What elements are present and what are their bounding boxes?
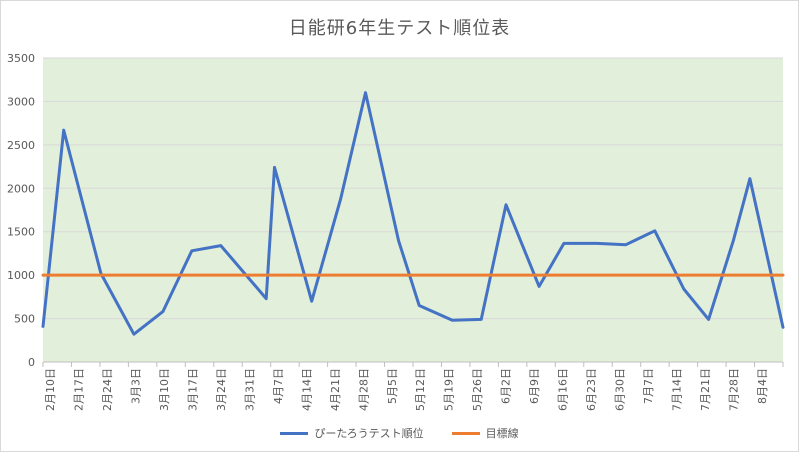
x-tick-label: 2月17日 (73, 368, 86, 411)
y-tick-label: 1000 (7, 269, 35, 282)
x-tick-label: 7月7日 (642, 368, 655, 404)
legend-swatch-series-2 (451, 431, 480, 435)
x-tick-label: 6月30日 (613, 368, 626, 411)
x-tick-label: 7月28日 (727, 368, 740, 411)
legend-label-series-1: ぴーたろうテスト順位 (314, 427, 424, 440)
x-tick-label: 6月23日 (585, 368, 598, 411)
x-tick-label: 6月9日 (528, 368, 541, 404)
legend-label-series-2: 目標線 (485, 427, 519, 440)
x-tick-label: 5月26日 (471, 368, 484, 411)
x-tick-label: 3月3日 (130, 368, 143, 404)
x-tick-label: 7月21日 (699, 368, 712, 411)
x-tick-label: 8月4日 (756, 368, 769, 404)
x-tick-label: 3月17日 (187, 368, 200, 411)
x-tick-label: 3月24日 (215, 368, 228, 411)
y-tick-label: 2500 (7, 139, 35, 152)
plot-area (43, 58, 783, 362)
y-tick-label: 1500 (7, 226, 35, 239)
x-tick-label: 4月28日 (357, 368, 370, 411)
y-tick-label: 2000 (7, 182, 35, 195)
series-line-1 (41, 91, 785, 336)
chart-title: 日能研6年生テスト順位表 (288, 18, 511, 39)
y-tick-label: 500 (14, 313, 35, 326)
legend-item-series-1: ぴーたろうテスト順位 (280, 425, 424, 441)
x-tick-label: 4月21日 (329, 368, 342, 411)
legend-item-series-2: 目標線 (451, 425, 519, 441)
x-tick-label: 4月14日 (300, 368, 313, 411)
x-tick-label: 6月2日 (500, 368, 513, 404)
x-tick-label: 2月24日 (101, 368, 114, 411)
legend-swatch-series-1 (280, 431, 309, 435)
x-tick-label: 3月31日 (243, 368, 256, 411)
x-tick-label: 5月5日 (386, 368, 399, 404)
x-tick-label: 5月19日 (443, 368, 456, 411)
x-tick-label: 7月14日 (670, 368, 683, 411)
x-tick-label: 6月16日 (557, 368, 570, 411)
x-tick-label: 5月12日 (414, 368, 427, 411)
legend: ぴーたろうテスト順位 目標線 (0, 425, 799, 441)
y-tick-label: 0 (28, 356, 35, 369)
x-tick-label: 4月7日 (272, 368, 285, 404)
x-tick-label: 3月10日 (158, 368, 171, 411)
y-tick-label: 3000 (7, 95, 35, 108)
y-tick-label: 3500 (7, 52, 35, 65)
x-tick-label: 2月10日 (44, 368, 57, 411)
